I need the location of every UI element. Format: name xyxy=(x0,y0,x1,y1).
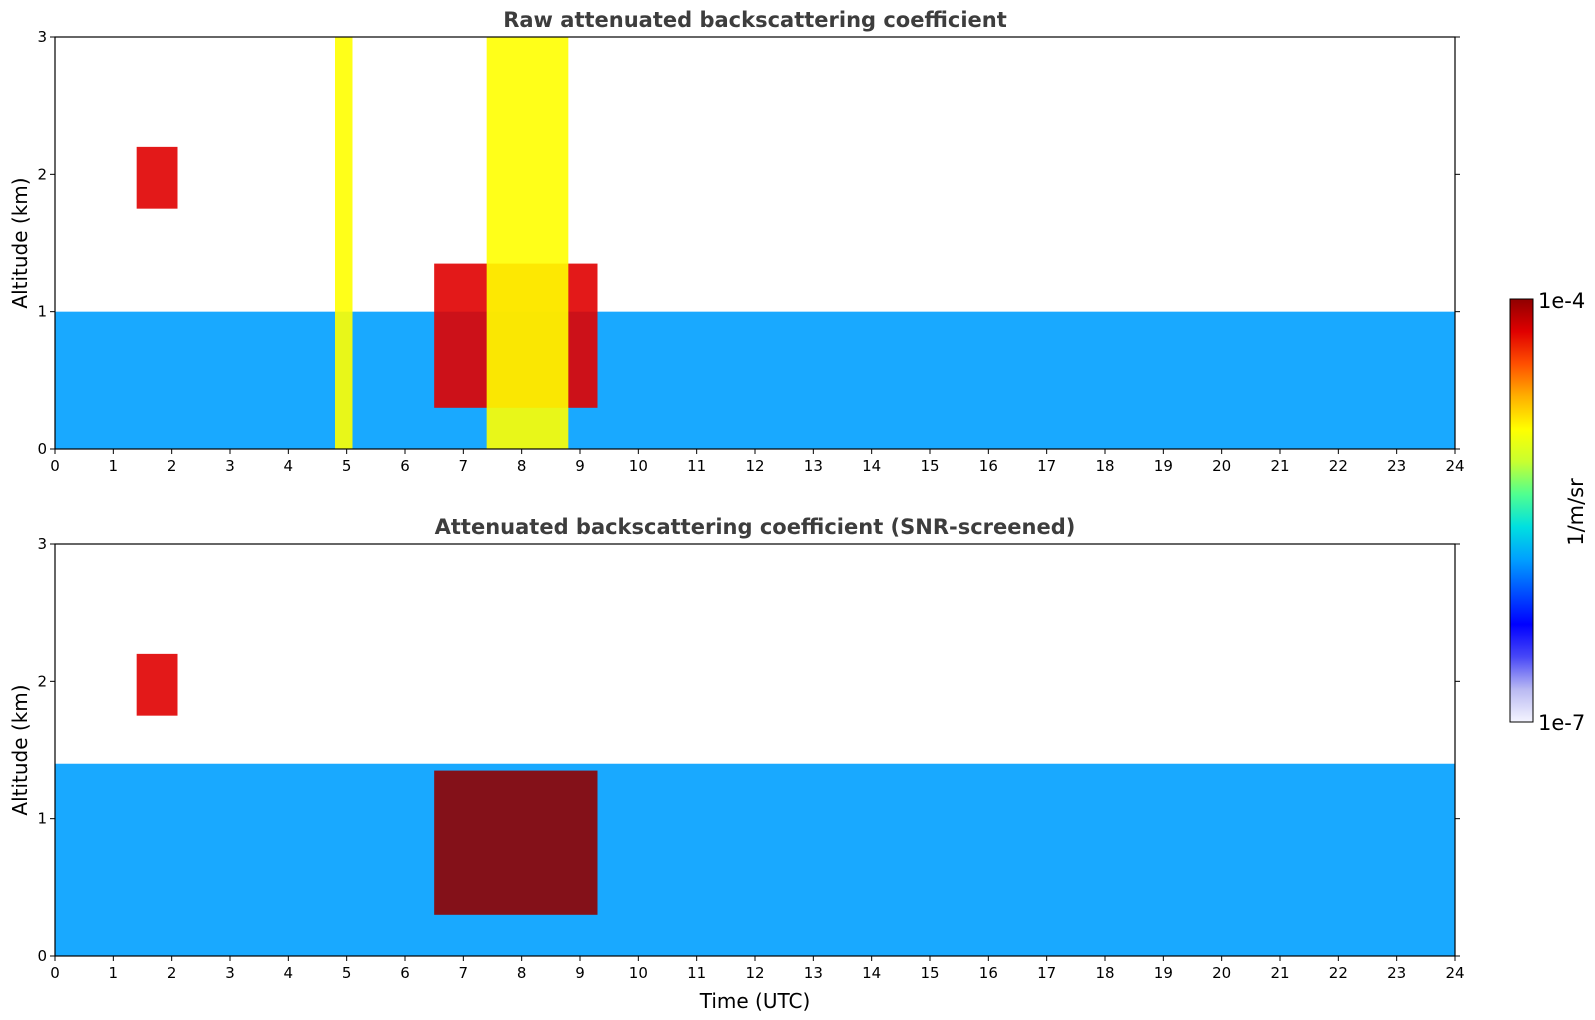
bottom-x-tick-label: 8 xyxy=(517,964,527,982)
top-x-tick-label: 17 xyxy=(1037,457,1056,475)
bottom-x-tick-label: 6 xyxy=(400,964,410,982)
bottom-x-tick-label: 0 xyxy=(50,964,60,982)
top-y-tick-label: 0 xyxy=(37,440,47,458)
bottom-x-tick-label: 1 xyxy=(109,964,119,982)
top-x-tick-label: 0 xyxy=(50,457,60,475)
bottom-x-tick-label: 21 xyxy=(1270,964,1289,982)
top-x-tick-label: 12 xyxy=(745,457,764,475)
bottom-y-tick-label: 0 xyxy=(37,947,47,965)
top-x-tick-label: 2 xyxy=(167,457,177,475)
top-heatmap-feature-4 xyxy=(486,37,569,449)
top-panel-title: Raw attenuated backscattering coefficien… xyxy=(503,8,1007,32)
colorbar-min-label: 1e-7 xyxy=(1538,711,1585,735)
bottom-x-tick-label: 24 xyxy=(1445,964,1464,982)
bottom-x-tick-label: 22 xyxy=(1329,964,1348,982)
top-x-tick-label: 19 xyxy=(1154,457,1173,475)
top-x-tick-label: 18 xyxy=(1095,457,1114,475)
bottom-x-tick-label: 13 xyxy=(804,964,823,982)
bottom-x-axis: 0 1 2 3 4 5 6 7 8 9 10 11 12 13 14 15 16 17 18 19 20 21 22 23 24 xyxy=(50,956,1465,982)
bottom-x-tick-label: 5 xyxy=(342,964,352,982)
bottom-x-tick-label: 23 xyxy=(1387,964,1406,982)
top-x-tick-label: 11 xyxy=(687,457,706,475)
bottom-x-tick-label: 12 xyxy=(745,964,764,982)
bottom-x-tick-label: 17 xyxy=(1037,964,1056,982)
bottom-x-tick-label: 19 xyxy=(1154,964,1173,982)
top-x-tick-label: 9 xyxy=(575,457,585,475)
bottom-heatmap-feature-1 xyxy=(136,653,178,716)
top-x-tick-label: 23 xyxy=(1387,457,1406,475)
bottom-x-axis-label: Time (UTC) xyxy=(699,989,811,1013)
bottom-x-tick-label: 20 xyxy=(1212,964,1231,982)
colorbar-max-label: 1e-4 xyxy=(1538,289,1585,313)
top-x-tick-label: 3 xyxy=(225,457,235,475)
top-x-tick-label: 20 xyxy=(1212,457,1231,475)
bottom-y-axis: 0 1 2 3 xyxy=(37,535,1460,965)
colorbar: 1e-4 1e-7 1/m/sr xyxy=(1509,289,1588,735)
bottom-x-tick-label: 15 xyxy=(920,964,939,982)
top-y-tick-label: 2 xyxy=(37,165,47,183)
bottom-heatmap-feature-0 xyxy=(55,763,1455,956)
bottom-x-tick-label: 3 xyxy=(225,964,235,982)
top-heatmap-feature-0 xyxy=(55,311,1455,449)
top-x-tick-label: 1 xyxy=(109,457,119,475)
top-heatmap-feature-2 xyxy=(335,37,353,449)
top-heatmap-feature-1 xyxy=(136,146,178,209)
bottom-x-tick-label: 10 xyxy=(629,964,648,982)
top-x-tick-label: 15 xyxy=(920,457,939,475)
top-x-tick-label: 4 xyxy=(284,457,294,475)
top-x-tick-label: 5 xyxy=(342,457,352,475)
top-y-tick-label: 1 xyxy=(37,303,47,321)
bottom-y-tick-label: 3 xyxy=(37,535,47,553)
top-x-tick-label: 16 xyxy=(979,457,998,475)
top-x-tick-label: 6 xyxy=(400,457,410,475)
bottom-y-tick-label: 2 xyxy=(37,672,47,690)
top-x-tick-label: 13 xyxy=(804,457,823,475)
top-x-tick-label: 24 xyxy=(1445,457,1464,475)
bottom-panel-title: Attenuated backscattering coefficient (S… xyxy=(435,515,1076,539)
bottom-x-tick-label: 14 xyxy=(862,964,881,982)
bottom-x-tick-label: 2 xyxy=(167,964,177,982)
top-y-axis: 0 1 2 3 xyxy=(37,28,1460,458)
colorbar-gradient xyxy=(1509,298,1534,723)
colorbar-unit-label: 1/m/sr xyxy=(1564,478,1588,546)
top-panel: Raw attenuated backscattering coefficien… xyxy=(8,8,1465,475)
bottom-x-tick-label: 16 xyxy=(979,964,998,982)
top-y-tick-label: 3 xyxy=(37,28,47,46)
bottom-y-tick-label: 1 xyxy=(37,810,47,828)
bottom-x-tick-label: 18 xyxy=(1095,964,1114,982)
top-x-tick-label: 10 xyxy=(629,457,648,475)
bottom-panel: Attenuated backscattering coefficient (S… xyxy=(8,515,1465,1013)
bottom-x-tick-label: 4 xyxy=(284,964,294,982)
top-x-tick-label: 7 xyxy=(459,457,469,475)
bottom-heatmap xyxy=(55,653,1455,956)
top-x-tick-label: 14 xyxy=(862,457,881,475)
top-y-axis-label: Altitude (km) xyxy=(8,177,32,308)
top-x-tick-label: 8 xyxy=(517,457,527,475)
bottom-y-axis-label: Altitude (km) xyxy=(8,684,32,815)
bottom-x-tick-label: 11 xyxy=(687,964,706,982)
bottom-heatmap-feature-2 xyxy=(434,770,598,915)
bottom-x-tick-label: 7 xyxy=(459,964,469,982)
top-heatmap xyxy=(55,37,1455,449)
top-x-tick-label: 21 xyxy=(1270,457,1289,475)
top-x-tick-label: 22 xyxy=(1329,457,1348,475)
top-x-axis: 0 1 2 3 4 5 6 7 8 9 10 11 12 13 14 15 16 17 18 19 20 21 22 23 24 xyxy=(50,449,1465,475)
bottom-x-tick-label: 9 xyxy=(575,964,585,982)
